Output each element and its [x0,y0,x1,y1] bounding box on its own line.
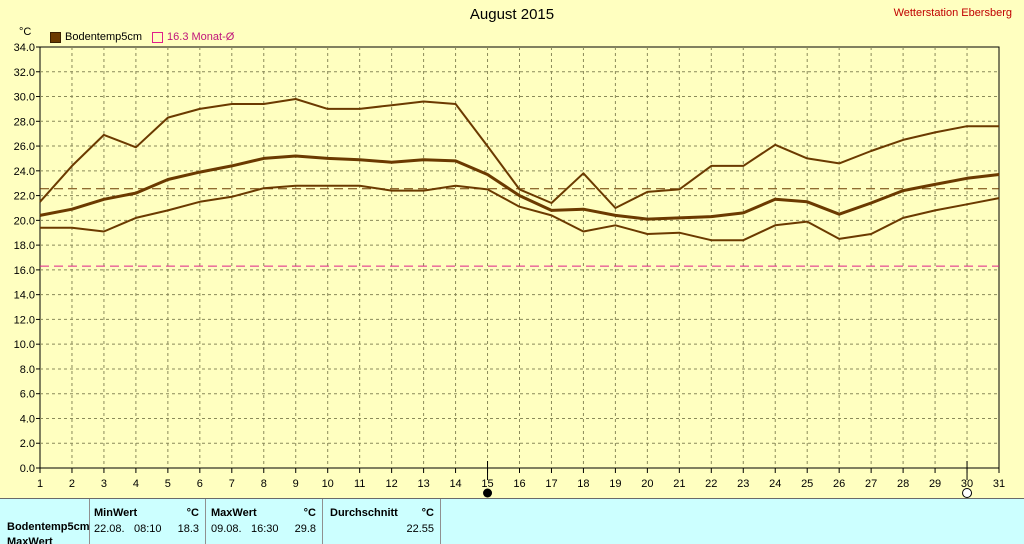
legend: Bodentemp5cm 16.3 Monat-Ø [50,31,234,43]
legend-avg-swatch [152,31,164,43]
x-tick-label: 5 [165,478,171,490]
series-line-max [39,98,999,209]
min-header: MinWert [94,507,138,519]
x-tick-label: 24 [769,478,781,490]
table-col-avg: Durchschnitt °C 22.55 [323,499,441,544]
y-tick-label: 2.0 [20,438,35,450]
max-unit: °C [303,507,316,519]
legend-series-label: Bodentemp5cm [65,31,143,43]
y-tick-label: 34.0 [14,42,35,54]
x-tick-label: 17 [545,478,557,490]
y-tick-label: 10.0 [14,339,35,351]
series-line-min [40,184,1000,242]
avg-unit: °C [421,507,434,519]
x-tick-label: 1 [37,478,43,490]
x-tick-label: 7 [229,478,235,490]
y-tick-label: 22.0 [14,191,35,203]
x-tick-label: 20 [641,478,653,490]
full-moon-icon [962,488,973,498]
x-tick-label: 28 [897,478,909,490]
x-tick-label: 23 [737,478,749,490]
max-value: 29.8 [294,523,316,535]
x-tick-label: 25 [801,478,813,490]
min-value: 18.3 [177,523,199,535]
x-tick-label: 9 [293,478,299,490]
max-header: MaxWert [211,507,257,519]
y-tick-label: 4.0 [20,413,35,425]
y-tick-label: 24.0 [14,166,35,178]
min-unit: °C [186,507,199,519]
table-row-label: Bodentemp5cm [7,521,90,533]
x-tick-label: 21 [673,478,685,490]
legend-series-swatch [50,31,61,43]
y-tick-label: 14.0 [14,290,35,302]
max-date: 09.08. [211,523,242,535]
y-tick-label: 28.0 [14,116,35,128]
avg-header: Durchschnitt [330,507,398,519]
table-col-min: MinWert °C 22.08. 08:10 18.3 [89,499,206,544]
x-tick-label: 13 [417,478,429,490]
table-col-max: MaxWert °C 09.08. 16:30 29.8 [206,499,323,544]
x-tick-label: 2 [69,478,75,490]
y-tick-label: 0.0 [20,463,35,475]
min-date: 22.08. [94,523,125,535]
x-tick-label: 29 [929,478,941,490]
x-tick-label: 19 [609,478,621,490]
x-tick-label: 4 [133,478,139,490]
y-tick-label: 6.0 [20,389,35,401]
x-tick-label: 30 [961,478,973,490]
x-tick-label: 31 [993,478,1005,490]
y-axis-unit: °C [19,26,32,38]
x-tick-label: 26 [833,478,845,490]
y-tick-label: 16.0 [14,265,35,277]
x-tick-label: 3 [101,478,107,490]
y-tick-label: 18.0 [14,240,35,252]
table-col-label: Bodentemp5cm MaxWert [0,499,90,544]
table-row2-label: MaxWert [7,536,53,544]
y-tick-label: 30.0 [14,92,35,104]
y-tick-label: 8.0 [20,364,35,376]
y-tick-label: 20.0 [14,215,35,227]
x-tick-label: 10 [322,478,334,490]
x-tick-label: 11 [354,478,365,490]
min-time: 08:10 [134,523,162,535]
chart-svg: 0.0 2.0 4.0 6.0 8.0 10.0 12.0 14.0 16.0 18.0 20.0 2… [14,42,1005,498]
legend-avg-label: 16.3 Monat-Ø [167,31,235,43]
series-line-mean [39,154,1000,221]
x-tick-label: 14 [449,478,461,490]
x-tick-label: 22 [705,478,717,490]
x-tick-label: 16 [513,478,525,490]
chart-title: August 2015 [469,6,555,23]
new-moon-icon [483,488,493,498]
stats-table: Bodentemp5cm MaxWert MinWert °C 22.08. 0… [0,498,1024,544]
x-tick-label: 8 [261,478,267,490]
y-tick-label: 12.0 [14,314,35,326]
x-tick-label: 12 [386,478,398,490]
avg-value: 22.55 [406,523,434,535]
max-time: 16:30 [251,523,279,535]
x-tick-label: 18 [577,478,589,490]
x-tick-label: 15 [481,478,493,490]
x-tick-label: 6 [197,478,203,490]
station-name: Wetterstation Ebersberg [893,7,1012,19]
y-tick-label: 32.0 [14,67,35,79]
y-tick-label: 26.0 [14,141,35,153]
x-tick-label: 27 [865,478,877,490]
